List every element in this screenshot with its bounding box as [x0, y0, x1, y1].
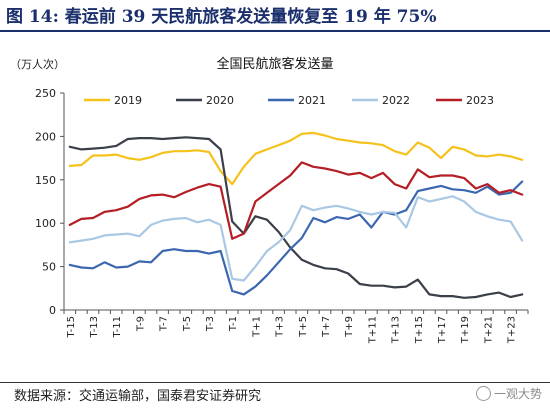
legend: 2019 2020 2021 2022 2023 [84, 94, 494, 107]
axes: 0 50 100 150 200 250 T-15 T-13 T-11 T-9 T-7 T-5 T-3 T… [35, 87, 529, 344]
x-tick-label: T+19 [460, 316, 471, 344]
x-tick-label: T+21 [483, 316, 494, 344]
x-tick-label: T-5 [182, 316, 193, 332]
legend-label-2019: 2019 [114, 94, 142, 107]
legend-label-2023: 2023 [466, 94, 494, 107]
wechat-icon [475, 386, 491, 401]
y-tick-label: 0 [49, 304, 56, 317]
series-layer [68, 131, 524, 299]
line-chart: 全国民航旅客发送量 （万人次） 2019 2020 2021 2022 2023 0 50… [10, 56, 529, 344]
y-tick-label: 50 [42, 261, 56, 274]
series-line-2022 [68, 195, 524, 282]
x-tick-label: T-11 [112, 316, 123, 339]
legend-label-2020: 2020 [206, 94, 234, 107]
y-tick-label: 200 [35, 130, 56, 143]
watermark: 一观大势 [475, 385, 542, 402]
x-tick-label: T-9 [135, 316, 146, 332]
x-tick-label: T-7 [159, 316, 170, 332]
x-tick-label: T+15 [414, 316, 425, 344]
series-line-2023 [68, 161, 524, 240]
y-axis-unit: （万人次） [10, 57, 65, 71]
source-note: 数据来源：交通运输部，国泰君安证券研究 [14, 389, 262, 404]
legend-label-2021: 2021 [298, 94, 326, 107]
x-tick-label: T+5 [298, 316, 309, 338]
x-tick-label: T-13 [89, 316, 100, 339]
watermark-text: 一观大势 [493, 387, 542, 401]
x-tick-label: T+17 [437, 316, 448, 344]
x-tick-label: T+9 [344, 316, 355, 338]
legend-label-2022: 2022 [382, 94, 410, 107]
chart-title: 全国民航旅客发送量 [216, 56, 333, 72]
y-tick-label: 100 [35, 217, 56, 230]
y-tick-label: 250 [35, 87, 56, 100]
series-line-2019 [68, 131, 524, 186]
x-tick-label: T+3 [275, 316, 286, 338]
series-line-2020 [68, 136, 524, 299]
y-tick-label: 150 [35, 174, 56, 187]
title-divider [0, 30, 550, 32]
series-line-2021 [68, 180, 524, 296]
x-tick-label: T+11 [367, 316, 378, 344]
source-divider [0, 382, 550, 383]
x-tick-label: T-1 [228, 316, 239, 332]
x-tick-label: T+7 [321, 316, 332, 338]
x-tick-label: T-3 [205, 316, 216, 332]
x-tick-label: T+1 [251, 316, 262, 338]
x-tick-label: T+13 [391, 316, 402, 344]
x-tick-label: T-15 [66, 316, 77, 339]
x-tick-label: T+23 [507, 316, 518, 344]
figure-title: 图 14: 春运前 39 天民航旅客发送量恢复至 19 年 75% [6, 7, 437, 27]
